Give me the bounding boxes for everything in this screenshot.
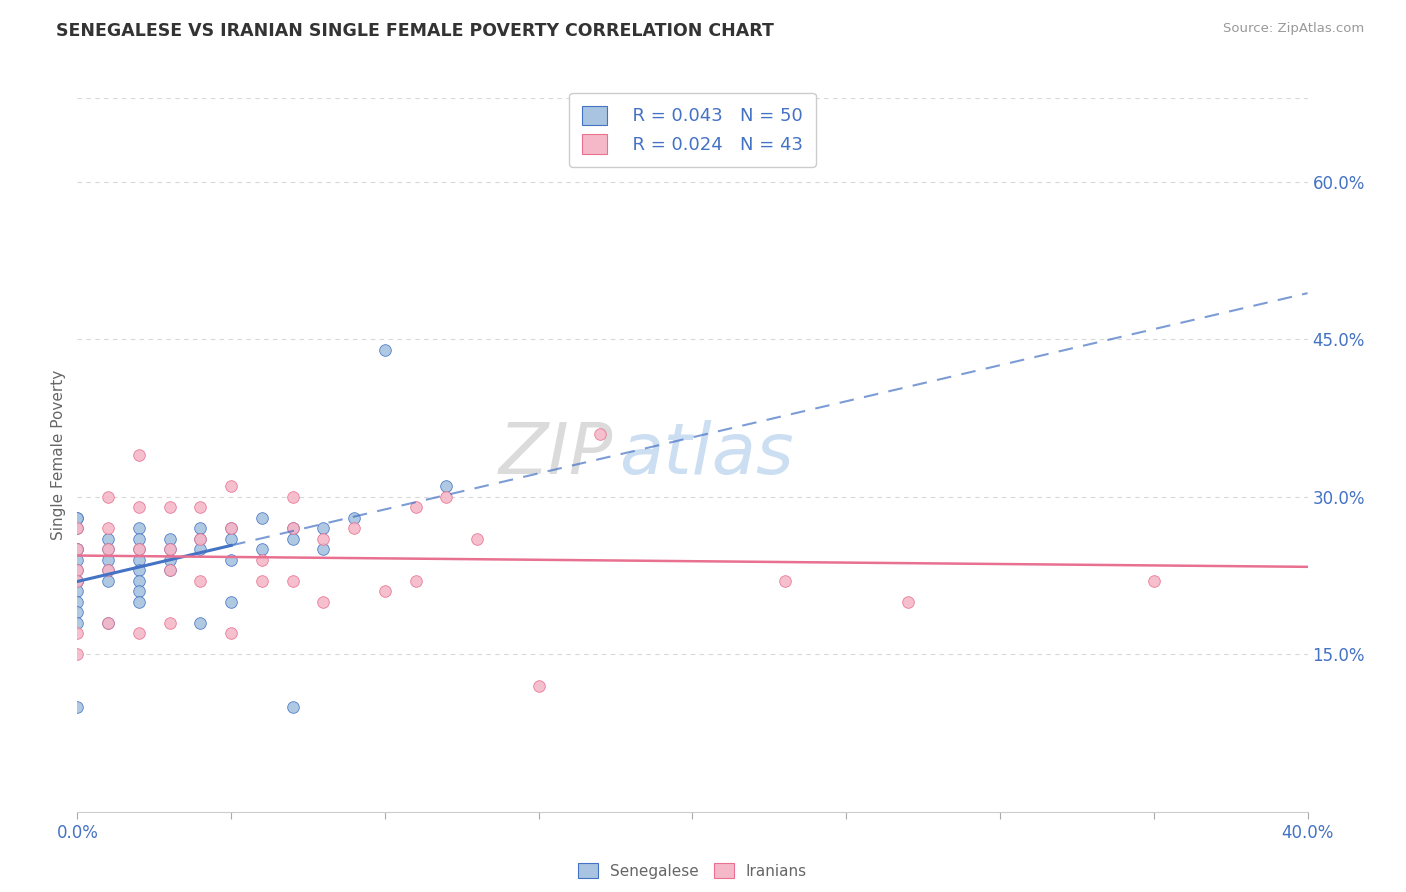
Point bbox=[66, 542, 89, 557]
Point bbox=[219, 553, 242, 567]
Point bbox=[66, 699, 89, 714]
Point bbox=[405, 574, 427, 588]
Text: atlas: atlas bbox=[619, 420, 793, 490]
Point bbox=[312, 542, 335, 557]
Point bbox=[281, 699, 304, 714]
Y-axis label: Single Female Poverty: Single Female Poverty bbox=[51, 370, 66, 540]
Text: SENEGALESE VS IRANIAN SINGLE FEMALE POVERTY CORRELATION CHART: SENEGALESE VS IRANIAN SINGLE FEMALE POVE… bbox=[56, 22, 775, 40]
Point bbox=[66, 595, 89, 609]
Point bbox=[188, 542, 212, 557]
Point bbox=[312, 532, 335, 546]
Point bbox=[281, 490, 304, 504]
Point bbox=[188, 500, 212, 515]
Legend: Senegalese, Iranians: Senegalese, Iranians bbox=[571, 855, 814, 886]
Point bbox=[343, 511, 366, 525]
Point bbox=[128, 626, 150, 640]
Point bbox=[128, 574, 150, 588]
Point bbox=[219, 595, 242, 609]
Point bbox=[66, 542, 89, 557]
Point bbox=[66, 563, 89, 577]
Point bbox=[97, 615, 120, 630]
Point bbox=[219, 479, 242, 493]
Point bbox=[281, 574, 304, 588]
Point bbox=[128, 595, 150, 609]
Text: ZIP: ZIP bbox=[498, 420, 613, 490]
Point bbox=[188, 521, 212, 535]
Point bbox=[188, 532, 212, 546]
Point bbox=[97, 563, 120, 577]
Point bbox=[66, 553, 89, 567]
Point bbox=[343, 521, 366, 535]
Point bbox=[97, 563, 120, 577]
Point bbox=[97, 553, 120, 567]
Point bbox=[897, 595, 920, 609]
Point bbox=[66, 521, 89, 535]
Point bbox=[97, 542, 120, 557]
Point bbox=[188, 615, 212, 630]
Point bbox=[128, 542, 150, 557]
Point bbox=[66, 521, 89, 535]
Point bbox=[159, 563, 181, 577]
Point bbox=[128, 500, 150, 515]
Point bbox=[66, 615, 89, 630]
Point bbox=[436, 490, 458, 504]
Point bbox=[281, 521, 304, 535]
Point bbox=[159, 500, 181, 515]
Point bbox=[219, 521, 242, 535]
Point bbox=[97, 532, 120, 546]
Point bbox=[465, 532, 488, 546]
Point bbox=[159, 532, 181, 546]
Point bbox=[1143, 574, 1166, 588]
Point bbox=[312, 595, 335, 609]
Point bbox=[374, 584, 396, 599]
Point bbox=[405, 500, 427, 515]
Point bbox=[66, 574, 89, 588]
Point bbox=[66, 563, 89, 577]
Point bbox=[281, 521, 304, 535]
Point bbox=[66, 574, 89, 588]
Point bbox=[250, 553, 273, 567]
Point bbox=[436, 479, 458, 493]
Point bbox=[97, 615, 120, 630]
Point bbox=[66, 542, 89, 557]
Point bbox=[312, 521, 335, 535]
Point bbox=[128, 553, 150, 567]
Point bbox=[159, 542, 181, 557]
Point bbox=[219, 521, 242, 535]
Point bbox=[159, 542, 181, 557]
Point bbox=[188, 574, 212, 588]
Point bbox=[128, 532, 150, 546]
Point bbox=[527, 679, 550, 693]
Point bbox=[66, 511, 89, 525]
Point bbox=[128, 448, 150, 462]
Point bbox=[589, 426, 612, 441]
Point bbox=[159, 553, 181, 567]
Point bbox=[66, 626, 89, 640]
Point bbox=[159, 615, 181, 630]
Point bbox=[66, 605, 89, 619]
Point bbox=[374, 343, 396, 357]
Point bbox=[250, 511, 273, 525]
Point bbox=[219, 626, 242, 640]
Point bbox=[128, 563, 150, 577]
Point bbox=[128, 521, 150, 535]
Point bbox=[250, 542, 273, 557]
Point bbox=[159, 563, 181, 577]
Point bbox=[66, 574, 89, 588]
Point bbox=[281, 532, 304, 546]
Point bbox=[128, 584, 150, 599]
Point bbox=[250, 574, 273, 588]
Point bbox=[219, 532, 242, 546]
Point bbox=[97, 574, 120, 588]
Point bbox=[97, 521, 120, 535]
Point bbox=[97, 542, 120, 557]
Point bbox=[66, 584, 89, 599]
Point bbox=[97, 490, 120, 504]
Point bbox=[188, 532, 212, 546]
Text: Source: ZipAtlas.com: Source: ZipAtlas.com bbox=[1223, 22, 1364, 36]
Point bbox=[66, 511, 89, 525]
Point bbox=[66, 648, 89, 662]
Point bbox=[128, 542, 150, 557]
Point bbox=[773, 574, 796, 588]
